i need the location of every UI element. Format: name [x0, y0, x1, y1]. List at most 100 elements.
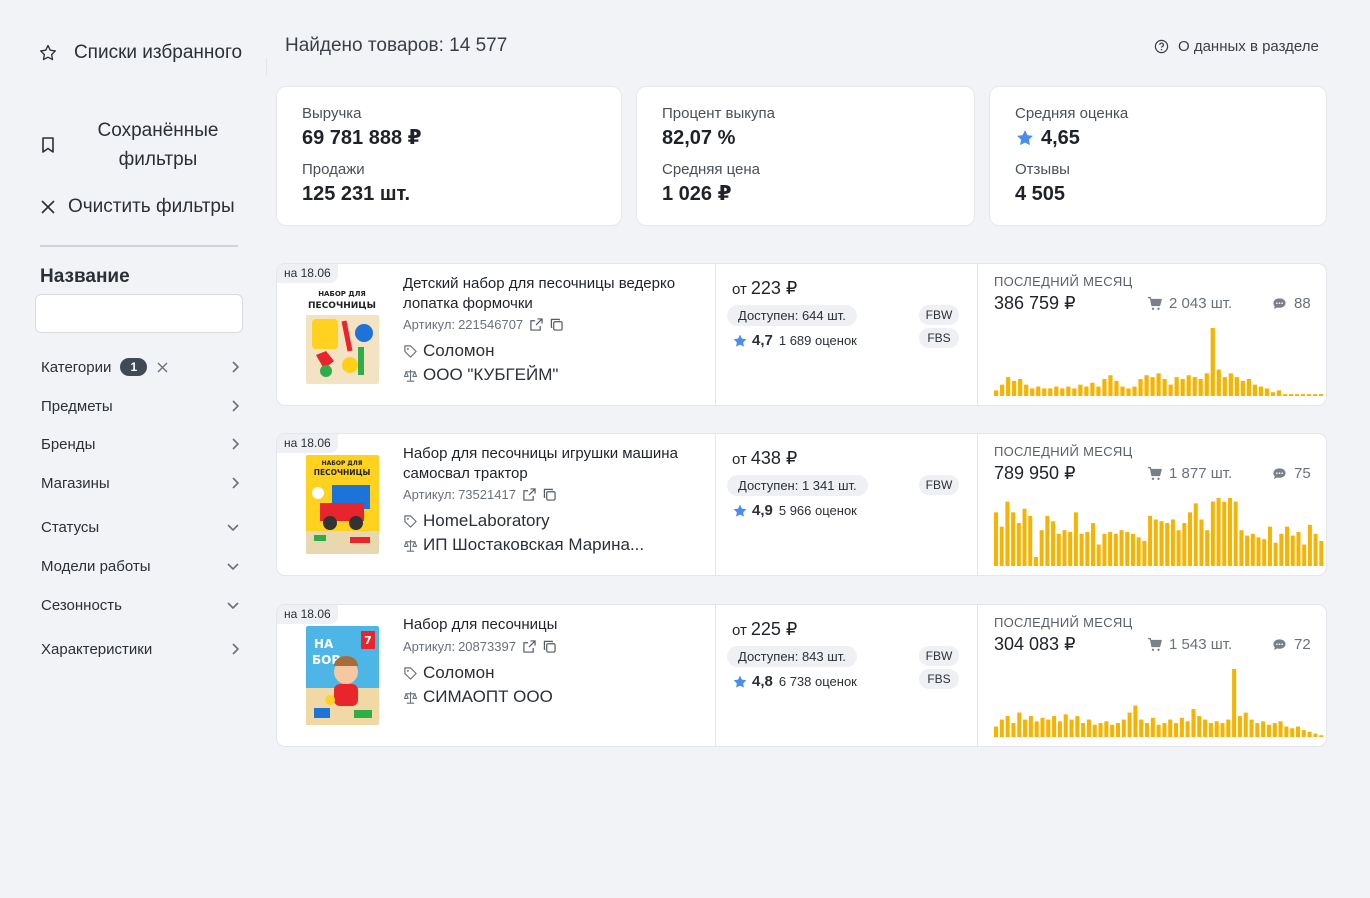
month-sales: 1 543 шт.	[1147, 636, 1232, 653]
filter-characteristics[interactable]: Характеристики	[41, 637, 239, 661]
sparkline-bar	[1179, 717, 1184, 737]
seller-row[interactable]: ИП Шостаковская Марина...	[403, 535, 644, 555]
price-from-label: от	[732, 622, 747, 639]
external-link-icon[interactable]	[530, 318, 543, 331]
product-card[interactable]: на 18.06 НАБОР ДЛЯ ПЕСОЧНИЦЫ Набор для песо…	[276, 433, 1327, 576]
price-value: 438 ₽	[750, 448, 798, 468]
price-from-label: от	[732, 281, 747, 298]
external-link-icon[interactable]	[523, 640, 536, 653]
sparkline-bar	[1159, 521, 1164, 566]
found-count: Найдено товаров: 14 577	[285, 35, 508, 56]
filter-label: Предметы	[41, 397, 113, 415]
brand-row[interactable]: Соломон	[403, 341, 494, 361]
column-divider	[715, 605, 716, 746]
copy-icon[interactable]	[543, 488, 556, 501]
filter-brands[interactable]: Бренды	[41, 432, 239, 456]
filter-work-models[interactable]: Модели работы	[41, 554, 239, 578]
product-title[interactable]: Набор для песочницы игрушки машина самос…	[403, 445, 678, 482]
saved-filters-link[interactable]: Сохранённые фильтры	[34, 116, 254, 174]
data-date-badge: на 18.06	[277, 605, 338, 624]
stat-label: Средняя цена	[662, 161, 761, 178]
sparkline-bar	[1060, 388, 1065, 396]
sparkline-bar	[1125, 532, 1130, 566]
brand-row[interactable]: Соломон	[403, 663, 494, 683]
price: от 438 ₽	[732, 448, 797, 469]
work-model-tag: FBS	[919, 669, 959, 689]
sparkline-bar	[1313, 733, 1318, 737]
copy-icon[interactable]	[550, 318, 563, 331]
product-title[interactable]: Детский набор для песочницы ведерко лопа…	[403, 275, 676, 312]
filter-subjects[interactable]: Предметы	[41, 394, 239, 418]
chat-bubble-icon	[1272, 638, 1287, 652]
product-card[interactable]: на 18.06 НАБОР ДЛЯ ПЕСОЧНИЦЫ Детский набор …	[276, 263, 1327, 406]
seller-row[interactable]: СИМАОПТ ООО	[403, 687, 553, 707]
brand-name: Соломон	[423, 663, 495, 682]
availability-badge: Доступен: 843 шт.	[727, 646, 857, 667]
sparkline-bar	[1313, 533, 1318, 566]
cart-icon	[1147, 296, 1163, 311]
product-image[interactable]: НАБОР ДЛЯ ПЕСОЧНИЦЫ	[306, 285, 379, 384]
sparkline-bar	[1005, 716, 1010, 737]
sparkline-bar	[1290, 728, 1295, 737]
product-image[interactable]: НА БОР 7	[306, 626, 379, 725]
sparkline-bar	[1110, 724, 1115, 737]
sparkline-bar	[1312, 394, 1318, 396]
filter-stores[interactable]: Магазины	[41, 471, 239, 495]
svg-text:НАБОР ДЛЯ: НАБОР ДЛЯ	[322, 460, 363, 467]
sparkline-bar	[999, 719, 1004, 737]
sparkline-bar	[1266, 724, 1271, 737]
chat-bubble-icon	[1272, 297, 1287, 311]
sparkline-bar	[1174, 723, 1179, 737]
sparkline-bar	[1216, 369, 1221, 396]
rating-value: 4,7	[752, 332, 773, 349]
sparkline-bar	[1210, 328, 1215, 396]
clear-category-icon[interactable]	[157, 362, 168, 373]
sparkline-bar	[1028, 515, 1033, 566]
copy-icon[interactable]	[543, 640, 556, 653]
column-divider	[977, 434, 978, 575]
month-revenue: 789 950 ₽	[994, 463, 1076, 483]
product-image[interactable]: НАБОР ДЛЯ ПЕСОЧНИЦЫ	[306, 455, 379, 554]
sales-sparkline[interactable]	[994, 324, 1325, 396]
product-rating: 4,8 6 738 оценок	[732, 673, 857, 690]
sparkline-bar	[1234, 377, 1239, 396]
chevron-right-icon	[231, 361, 239, 373]
name-search-input[interactable]	[35, 294, 243, 333]
seller-name: ИП Шостаковская Марина...	[423, 535, 645, 554]
work-model-tag: FBW	[919, 305, 959, 325]
external-link-icon[interactable]	[523, 488, 536, 501]
product-card[interactable]: на 18.06 НА БОР 7 Набор для песочницы Артикул…	[276, 604, 1327, 747]
sparkline-bar	[1214, 721, 1219, 737]
sparkline-bar	[1278, 721, 1283, 737]
about-data-link[interactable]: О данных в разделе	[1154, 38, 1319, 55]
sku-label: Артикул:	[403, 487, 456, 502]
filter-statuses[interactable]: Статусы	[41, 515, 239, 539]
filter-categories[interactable]: Категории 1	[41, 355, 239, 379]
feedbacks: 75	[1272, 465, 1311, 482]
favorites-lists-link[interactable]: Списки избранного	[34, 38, 254, 67]
tag-icon	[403, 514, 423, 529]
brand-row[interactable]: HomeLaboratory	[403, 511, 550, 531]
sparkline-bar	[1011, 512, 1016, 566]
sparkline-bar	[1249, 719, 1254, 737]
svg-text:ПЕСОЧНИЦЫ: ПЕСОЧНИЦЫ	[314, 468, 371, 477]
filter-label: Статусы	[41, 518, 100, 536]
filter-seasonality[interactable]: Сезонность	[41, 593, 239, 617]
sparkline-bar	[1282, 394, 1288, 396]
product-title[interactable]: Набор для песочницы	[403, 616, 558, 633]
name-filter-title: Название	[40, 266, 130, 287]
sparkline-bar	[1243, 712, 1248, 737]
stat-label: Отзывы	[1015, 161, 1070, 178]
sparkline-bar	[1290, 535, 1295, 566]
sparkline-bar	[1096, 544, 1101, 566]
clear-filters-button[interactable]: Очистить фильтры	[34, 192, 254, 221]
chevron-right-icon	[231, 438, 239, 450]
sales-sparkline[interactable]	[994, 494, 1325, 566]
sparkline-bar	[1066, 386, 1071, 396]
sales-sparkline[interactable]	[994, 665, 1325, 737]
work-model-tag: FBW	[919, 646, 959, 666]
sparkline-bar	[1227, 498, 1232, 566]
data-date-badge: на 18.06	[277, 264, 338, 283]
sparkline-bar	[1165, 523, 1170, 566]
seller-row[interactable]: ООО "КУБГЕЙМ"	[403, 365, 558, 385]
